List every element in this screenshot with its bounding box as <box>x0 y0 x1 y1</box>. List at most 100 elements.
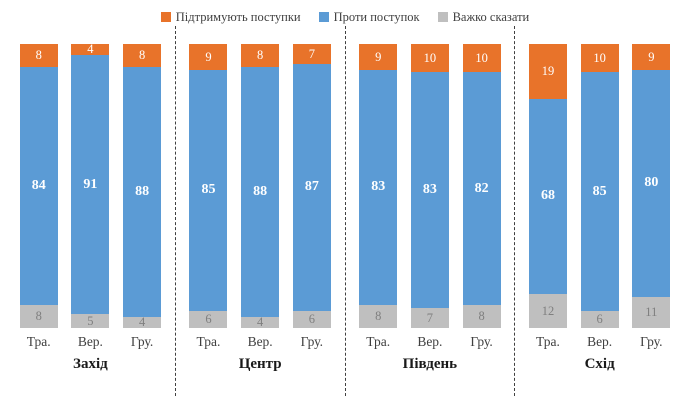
bar-segment: 84 <box>19 66 58 306</box>
segment-value: 88 <box>253 183 268 199</box>
stacked-bar: 9 85 6 <box>189 44 228 329</box>
bar-segment: 4 <box>71 42 110 57</box>
segment-value: 8 <box>138 48 146 63</box>
month-label: Тра. <box>26 334 51 349</box>
segment-value: 19 <box>541 64 555 78</box>
bar-segment: 80 <box>632 69 671 297</box>
bar-segment: 10 <box>580 44 619 73</box>
bar-segment: 87 <box>292 63 331 311</box>
bar-column: 9 83 8 Тра. <box>359 44 398 352</box>
stacked-bar: 8 88 4 <box>241 44 280 328</box>
segment-value: 8 <box>478 309 485 324</box>
segment-value: 87 <box>304 179 319 195</box>
bar-segment: 85 <box>580 72 619 312</box>
segment-value: 9 <box>375 49 382 64</box>
bar-segment: 83 <box>410 72 449 309</box>
segment-value: 9 <box>205 49 212 64</box>
bar-segment: 9 <box>632 44 671 70</box>
segment-value: 7 <box>308 46 315 61</box>
bar-segment: 7 <box>292 44 331 64</box>
bar-segment: 8 <box>123 44 162 67</box>
bar-column: 9 85 6 Тра. <box>189 44 228 352</box>
stacked-bar: 10 85 6 <box>580 44 619 329</box>
bar-segment: 8 <box>19 44 58 67</box>
region-group: 8 84 8 Тра. 4 91 5 Вер. 8 88 4 Гру. Захід <box>6 26 175 396</box>
chart-plot: 8 84 8 Тра. 4 91 5 Вер. 8 88 4 Гру. Захід 9 85 6 Тра. 8 88… <box>6 26 684 396</box>
bar-segment: 6 <box>189 310 228 329</box>
bar-column: 10 83 7 Вер. <box>410 44 449 352</box>
bar-segment: 8 <box>462 305 501 328</box>
month-label: Тра. <box>366 334 391 349</box>
segment-value: 10 <box>423 50 437 65</box>
segment-value: 83 <box>371 179 386 195</box>
segment-value: 85 <box>201 182 216 198</box>
segment-value: 8 <box>375 309 382 324</box>
segment-value: 4 <box>138 315 146 330</box>
region-label: Центр <box>238 356 282 372</box>
month-label: Тра. <box>536 334 560 349</box>
bar-column: 10 82 8 Гру. <box>462 44 501 352</box>
segment-value: 10 <box>475 50 488 65</box>
legend-item: Підтримують поступки <box>160 10 301 25</box>
month-label: Вер. <box>417 334 443 349</box>
bar-segment: 12 <box>528 293 567 328</box>
segment-value: 5 <box>87 313 94 328</box>
bar-segment: 8 <box>359 305 398 328</box>
segment-value: 6 <box>205 312 212 327</box>
month-label: Вер. <box>587 334 613 349</box>
month-label: Вер. <box>77 334 103 349</box>
segment-value: 8 <box>257 48 264 63</box>
region-group: 19 68 12 Тра. 10 85 6 Вер. 9 80 11 Гру. Схід <box>514 26 684 396</box>
bar-column: 4 91 5 Вер. <box>71 42 110 352</box>
segment-value: 6 <box>596 312 603 327</box>
legend-swatch-icon <box>160 12 171 22</box>
segment-value: 84 <box>31 178 46 193</box>
stacked-bar: 9 83 8 <box>359 44 398 328</box>
month-label: Вер. <box>247 334 273 349</box>
bar-column: 19 68 12 Тра. <box>528 44 567 352</box>
chart-legend: Підтримують поступки Проти поступок Важко … <box>0 0 690 26</box>
region-label: Південь <box>402 356 458 372</box>
bar-segment: 88 <box>123 66 162 317</box>
legend-label: Проти поступок <box>333 9 420 24</box>
stacked-bar: 8 84 8 <box>19 44 58 328</box>
segment-value: 88 <box>135 183 150 199</box>
region-bars: 9 85 6 Тра. 8 88 4 Вер. 7 87 6 Гру. <box>176 44 345 352</box>
region-bars: 8 84 8 Тра. 4 91 5 Вер. 8 88 4 Гру. <box>6 42 175 352</box>
bar-segment: 19 <box>528 44 567 99</box>
bar-segment: 6 <box>292 310 331 328</box>
bar-column: 9 80 11 Гру. <box>632 44 671 352</box>
region-bars: 9 83 8 Тра. 10 83 7 Вер. 10 82 8 Гру. <box>346 44 515 352</box>
segment-value: 91 <box>83 176 98 192</box>
bar-segment: 9 <box>189 44 228 70</box>
region-label: Захід <box>73 356 108 372</box>
bar-segment: 8 <box>19 305 58 328</box>
bar-column: 10 85 6 Вер. <box>580 44 619 352</box>
legend-label: Важко сказати <box>452 9 530 24</box>
region-bars: 19 68 12 Тра. 10 85 6 Вер. 9 80 11 Гру. <box>515 44 684 352</box>
segment-value: 9 <box>648 49 655 64</box>
segment-value: 80 <box>644 175 659 191</box>
bar-segment: 7 <box>410 308 449 328</box>
region-group: 9 85 6 Тра. 8 88 4 Вер. 7 87 6 Гру. Центр <box>174 26 345 396</box>
legend-swatch-icon <box>437 12 448 22</box>
bar-segment: 11 <box>632 296 671 328</box>
segment-value: 6 <box>308 312 315 327</box>
bar-segment: 91 <box>71 55 110 314</box>
stacked-bar: 10 83 7 <box>410 44 449 328</box>
segment-value: 10 <box>593 50 606 65</box>
bar-segment: 8 <box>241 44 280 67</box>
stacked-bar: 9 80 11 <box>632 44 671 328</box>
segment-value: 8 <box>35 48 42 63</box>
segment-value: 7 <box>426 310 433 325</box>
segment-value: 4 <box>87 42 94 57</box>
stacked-bar: 7 87 6 <box>292 44 331 328</box>
month-label: Гру. <box>640 334 663 349</box>
bar-segment: 82 <box>462 72 501 306</box>
bar-segment: 4 <box>241 316 280 328</box>
stacked-bar: 4 91 5 <box>71 42 110 328</box>
legend-swatch-icon <box>318 12 329 22</box>
bar-column: 8 88 4 Гру. <box>123 44 162 352</box>
segment-value: 8 <box>35 309 42 324</box>
